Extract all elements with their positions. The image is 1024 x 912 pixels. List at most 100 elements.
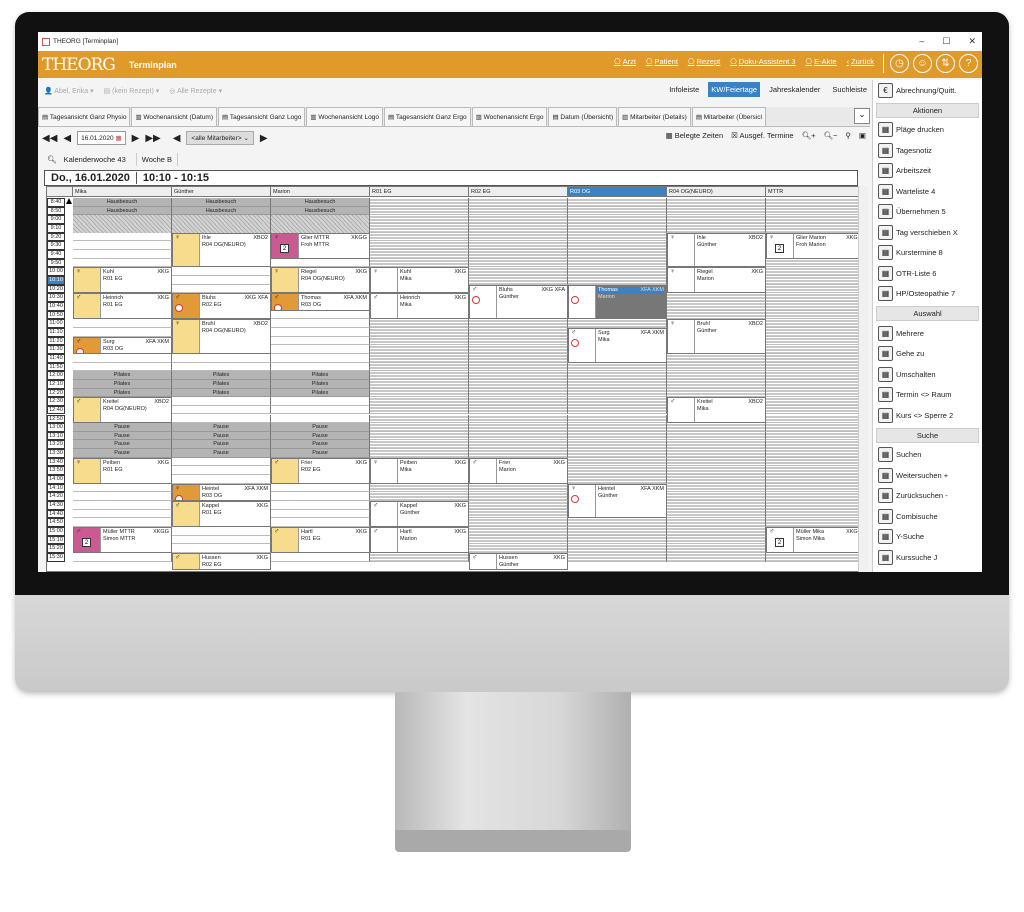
date-input[interactable]: 16.01.2020 ▦ — [77, 131, 126, 145]
schedule-cell[interactable] — [73, 327, 172, 337]
tab-view[interactable]: ▥ Wochenansicht Ergo — [471, 107, 548, 126]
schedule-cell[interactable] — [469, 501, 568, 510]
schedule-cell[interactable] — [370, 223, 469, 233]
time-slot-label[interactable]: 15:00 — [47, 527, 65, 536]
schedule-cell[interactable] — [568, 544, 667, 554]
schedule-cell[interactable] — [469, 258, 568, 268]
schedule-cell[interactable] — [370, 345, 469, 354]
schedule-cell[interactable] — [172, 397, 271, 406]
schedule-cell[interactable] — [568, 527, 667, 536]
sidebar-item-clock[interactable]: ▦ Arbeitszeit — [873, 161, 982, 182]
schedule-cell[interactable] — [469, 397, 568, 406]
schedule-cell[interactable] — [667, 206, 766, 216]
appointment[interactable]: ♂ Hartl Marion XKG — [370, 527, 469, 554]
schedule-cell[interactable] — [568, 267, 667, 276]
schedule-cell[interactable] — [766, 423, 865, 432]
schedule-cell[interactable] — [766, 310, 865, 320]
column-header-staff[interactable]: Günther — [172, 187, 271, 197]
schedule-cell[interactable] — [766, 501, 865, 510]
employee-filter-select[interactable]: <alle Mitarbeiter> ⌄ — [186, 131, 254, 145]
schedule-cell[interactable] — [568, 223, 667, 233]
schedule-cell[interactable] — [667, 310, 766, 320]
schedule-cell[interactable] — [469, 336, 568, 346]
sidebar-item-multi-select[interactable]: ▦ Mehrere — [873, 323, 982, 344]
schedule-cell[interactable] — [469, 431, 568, 441]
appointment[interactable]: ♂ Bluhs Günther XKG XFA — [469, 284, 568, 320]
patient-selector[interactable]: 👤 Abel, Erika ▾ — [44, 88, 94, 95]
appointment[interactable]: ♀ Peiben R01 EG XKG — [73, 457, 172, 484]
schedule-cell[interactable] — [73, 483, 172, 493]
toggle-infoleiste[interactable]: Infoleiste — [669, 85, 700, 94]
schedule-cell[interactable] — [172, 267, 271, 276]
time-slot-label[interactable]: 9:20 — [47, 232, 65, 242]
schedule-cell[interactable] — [271, 397, 370, 406]
schedule-cell[interactable] — [172, 535, 271, 545]
schedule-cell[interactable] — [667, 223, 766, 233]
zoom-in-icon[interactable]: 🔍︎+ — [801, 131, 816, 140]
schedule-scrollbar[interactable] — [858, 186, 868, 572]
appointment[interactable]: ♀ 2 Glier Marion Froh Marion XKGG — [766, 232, 865, 259]
column-header-staff[interactable]: Marion — [271, 187, 370, 197]
cancelled-appointments-button[interactable]: ☒ Ausgef. Termine — [731, 131, 794, 140]
time-slot-label[interactable]: 12:20 — [47, 388, 65, 398]
schedule-cell[interactable] — [469, 544, 568, 554]
time-slot-label[interactable]: 10:00 — [47, 267, 65, 276]
schedule-cell[interactable] — [370, 319, 469, 328]
schedule-cell[interactable] — [766, 388, 865, 398]
appointment[interactable]: ♀ Kuhl R01 EG XKG — [73, 267, 172, 294]
tab-view[interactable]: ▥ Wochenansicht (Datum) — [131, 107, 218, 126]
time-slot-label[interactable]: 15:20 — [47, 544, 65, 554]
schedule-cell[interactable] — [568, 405, 667, 415]
schedule-cell[interactable] — [73, 232, 172, 242]
schedule-cell[interactable] — [667, 492, 766, 502]
schedule-cell[interactable] — [271, 310, 370, 320]
occupied-times-button[interactable]: ▦ Belegte Zeiten — [665, 131, 724, 140]
settings-sliders-icon[interactable]: ⇅ — [936, 54, 955, 73]
schedule-cell[interactable] — [370, 249, 469, 259]
nav-folder-button[interactable]: ⎔ E-Akte — [806, 57, 837, 66]
sidebar-item-osteopathy[interactable]: ▦ HP/Osteopathie 7 — [873, 284, 982, 305]
toggle-jahreskalender[interactable]: Jahreskalender — [769, 85, 821, 94]
schedule-cell[interactable] — [667, 371, 766, 380]
schedule-cell[interactable] — [271, 518, 370, 528]
schedule-cell[interactable] — [766, 440, 865, 450]
schedule-cell[interactable] — [73, 362, 172, 372]
sidebar-item-switch[interactable]: ▦ Umschalten — [873, 364, 982, 385]
column-header-room[interactable]: R02 EG — [469, 187, 568, 197]
schedule-cell[interactable] — [172, 353, 271, 363]
schedule-cell[interactable] — [766, 449, 865, 458]
schedule-cell[interactable] — [766, 379, 865, 389]
schedule-cell[interactable] — [766, 397, 865, 406]
sidebar-item-print[interactable]: ▦ Pläge drucken — [873, 120, 982, 141]
appointment[interactable]: ♂ Bluhs R02 EG XKG XFA — [172, 293, 271, 320]
sidebar-item-block-swap[interactable]: ▦ Kurs <> Sperre 2 — [873, 405, 982, 426]
schedule-cell[interactable] — [766, 198, 865, 207]
schedule-cell[interactable] — [667, 431, 766, 441]
appointment[interactable]: ♂ Kreitel R04 OG(NEURO) XBO2 — [73, 397, 172, 424]
appointment[interactable]: ♀ Riegel R04 OG(NEURO) XKG — [271, 267, 370, 294]
sidebar-item-goto[interactable]: ▦ Gehe zu — [873, 344, 982, 365]
help-icon[interactable]: ? — [959, 54, 978, 73]
schedule-cell[interactable] — [766, 336, 865, 346]
time-slot-label[interactable]: 11:20 — [47, 336, 65, 346]
time-slot-label[interactable]: 14:30 — [47, 501, 65, 510]
schedule-cell[interactable] — [370, 215, 469, 224]
schedule-cell[interactable] — [172, 284, 271, 294]
schedule-cell[interactable] — [370, 206, 469, 216]
schedule-cell[interactable] — [469, 509, 568, 519]
schedule-cell[interactable] — [667, 449, 766, 458]
schedule-cell[interactable] — [766, 215, 865, 224]
schedule-cell[interactable] — [271, 483, 370, 493]
time-slot-label[interactable]: 12:40 — [47, 405, 65, 415]
schedule-cell[interactable] — [469, 518, 568, 528]
schedule-cell[interactable] — [370, 371, 469, 380]
schedule-cell[interactable] — [271, 336, 370, 346]
schedule-cell[interactable] — [469, 379, 568, 389]
calendar-clock-icon[interactable]: ▣ — [858, 131, 866, 140]
time-slot-label[interactable]: 12:50 — [47, 414, 65, 424]
schedule-cell[interactable] — [370, 440, 469, 450]
schedule-cell[interactable] — [172, 405, 271, 415]
schedule-cell[interactable] — [271, 258, 370, 268]
schedule-cell[interactable] — [469, 414, 568, 424]
sidebar-item-combi-search[interactable]: ▦ Combisuche — [873, 506, 982, 527]
